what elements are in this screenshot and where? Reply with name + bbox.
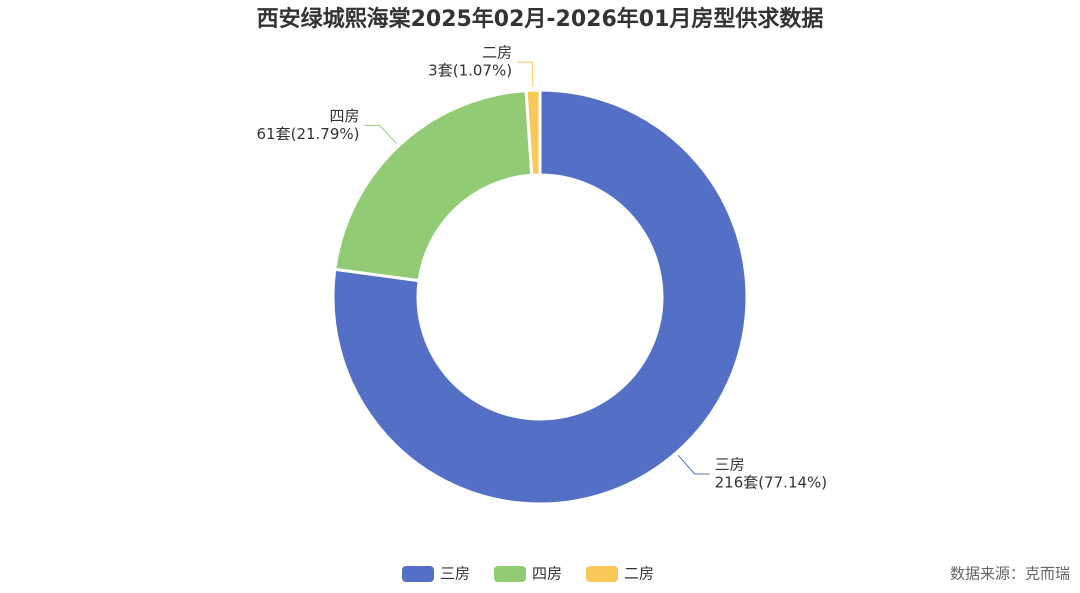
slice-label: 四房 [330, 107, 360, 125]
legend-swatch [402, 566, 434, 582]
leader-line [364, 124, 397, 144]
source-note: 数据来源：克而瑞 [950, 565, 1070, 583]
slice-label: 三房 [715, 455, 745, 473]
chart-title: 西安绿城熙海棠2025年02月-2026年01月房型供求数据 [257, 6, 824, 32]
slice-value-label: 61套(21.79%) [257, 125, 360, 143]
slice [333, 88, 534, 283]
legend-swatch [494, 566, 526, 582]
leader-line [517, 61, 534, 88]
legend-label: 三房 [440, 565, 470, 583]
legend-label: 二房 [624, 565, 654, 583]
leader-line [677, 454, 710, 475]
slice-label: 二房 [482, 44, 512, 62]
slice-value-label: 3套(1.07%) [428, 62, 512, 80]
slice-value-label: 216套(77.14%) [715, 473, 828, 491]
legend-label: 四房 [532, 565, 562, 583]
slice [331, 88, 749, 506]
legend-swatch [586, 566, 618, 582]
slice [524, 88, 542, 177]
